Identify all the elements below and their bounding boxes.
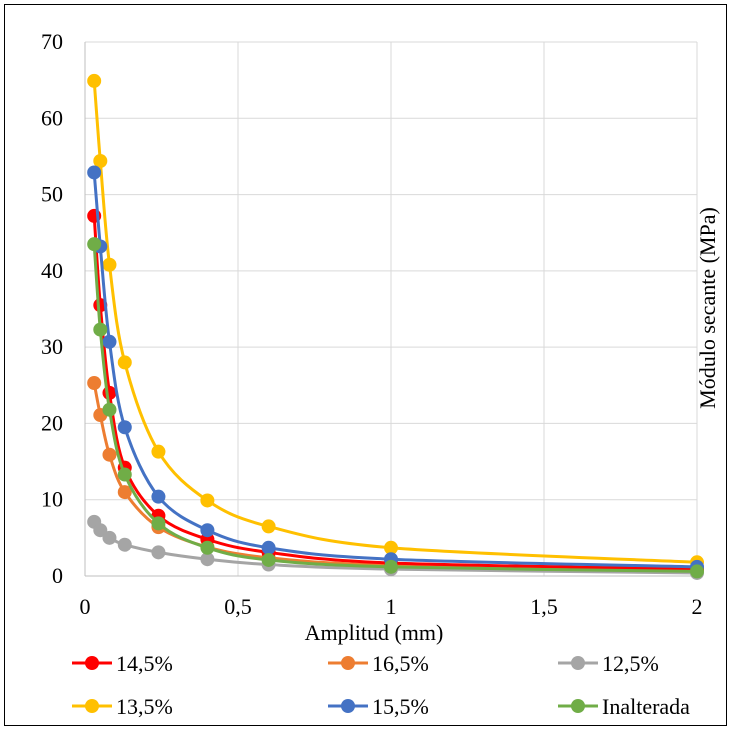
series-5 [87, 237, 704, 579]
y-tick-label: 50 [41, 182, 63, 207]
data-point [93, 523, 108, 538]
data-point [261, 552, 276, 567]
legend-label: 13,5% [116, 694, 173, 719]
y-tick-label: 40 [41, 258, 63, 283]
series-line [92, 382, 698, 572]
legend-label: 15,5% [372, 694, 429, 719]
data-point [93, 322, 108, 337]
x-axis-label: Amplitud (mm) [305, 620, 444, 645]
data-point [87, 73, 102, 88]
x-tick-label: 2 [692, 594, 703, 619]
legend-item: 14,5% [72, 651, 173, 676]
series-line [92, 215, 698, 571]
x-tick-label: 1,5 [530, 594, 558, 619]
data-point [151, 516, 166, 531]
data-point [261, 519, 276, 534]
series-4 [87, 165, 704, 574]
y-tick-label: 30 [41, 334, 63, 359]
legend-item: 15,5% [328, 694, 429, 719]
grid-lines [85, 41, 698, 576]
data-point [87, 375, 102, 390]
data-point [151, 489, 166, 504]
x-tick-label: 1 [386, 594, 397, 619]
data-point [102, 334, 117, 349]
series-0 [87, 208, 704, 577]
tick-labels: 0 10 20 30 40 50 60 70 0 0,5 1 1,5 2 [41, 29, 703, 619]
legend-item: 16,5% [328, 651, 429, 676]
data-point [102, 257, 117, 272]
data-point [690, 564, 704, 579]
y-tick-label: 60 [41, 105, 63, 130]
data-point [384, 540, 398, 555]
legend-marker [571, 656, 585, 670]
data-point [102, 402, 117, 417]
y-tick-label: 70 [41, 29, 63, 54]
data-point [117, 485, 132, 500]
legend: 14,5% 16,5% 12,5% 13,5% 15,5% Inalterada [72, 651, 690, 719]
legend-marker [85, 699, 99, 713]
legend-label: 16,5% [372, 651, 429, 676]
legend-marker [85, 656, 99, 670]
data-point [117, 420, 132, 435]
data-point [87, 237, 102, 252]
data-point [117, 355, 132, 370]
legend-item: Inalterada [558, 694, 690, 719]
data-point [102, 385, 117, 400]
legend-marker [341, 656, 355, 670]
data-point [200, 523, 215, 538]
legend-marker [571, 699, 585, 713]
series-line [92, 80, 698, 564]
y-axis-label: Módulo secante (MPa) [695, 207, 720, 409]
data-point [102, 530, 117, 545]
series-3 [87, 73, 704, 570]
x-tick-label: 0 [80, 594, 91, 619]
legend-item: 13,5% [72, 694, 173, 719]
y-tick-label: 10 [41, 487, 63, 512]
legend-label: 12,5% [602, 651, 659, 676]
series-line [92, 244, 698, 573]
data-point [117, 467, 132, 482]
x-tick-label: 0,5 [224, 594, 252, 619]
data-point [200, 540, 215, 555]
legend-marker [341, 699, 355, 713]
data-point [200, 493, 215, 508]
data-point [117, 537, 132, 552]
y-tick-label: 0 [52, 563, 63, 588]
series-line [92, 172, 698, 569]
data-point [93, 154, 108, 169]
legend-item: 12,5% [558, 651, 659, 676]
legend-label: Inalterada [602, 694, 690, 719]
data-point [200, 552, 215, 567]
y-tick-label: 20 [41, 410, 63, 435]
data-point [102, 447, 117, 462]
data-point [87, 165, 102, 180]
data-point [151, 444, 166, 459]
legend-label: 14,5% [116, 651, 173, 676]
data-point [151, 545, 166, 560]
data-point [261, 540, 276, 555]
series-layer [87, 73, 704, 580]
data-point [384, 559, 398, 574]
